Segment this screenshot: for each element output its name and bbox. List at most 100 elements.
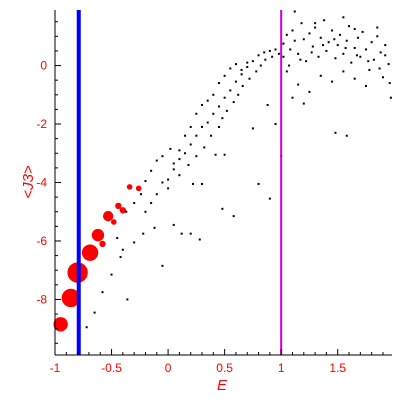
black-point-6	[133, 241, 136, 244]
black-point-40	[144, 210, 147, 213]
black-point-5	[126, 298, 129, 301]
black-point-80	[259, 64, 262, 67]
black-point-8	[153, 226, 156, 229]
black-point-70	[210, 134, 213, 137]
black-point-52	[212, 112, 215, 115]
black-point-138	[353, 77, 356, 80]
black-point-47	[184, 152, 187, 155]
black-point-71	[214, 153, 217, 156]
black-point-94	[289, 48, 292, 51]
black-point-127	[381, 76, 384, 79]
black-point-113	[342, 52, 345, 55]
black-point-56	[234, 80, 237, 83]
y-tick-label: -8	[36, 292, 47, 306]
black-point-23	[155, 159, 158, 162]
black-point-13	[198, 238, 201, 241]
black-point-58	[246, 66, 249, 69]
red-point-9	[119, 207, 127, 214]
black-point-99	[302, 38, 305, 41]
black-point-74	[225, 109, 228, 112]
y-tick-label: -6	[36, 234, 47, 248]
x-tick-label: -1	[50, 361, 61, 375]
black-point-117	[353, 47, 356, 50]
black-point-43	[161, 181, 164, 184]
black-point-149	[282, 55, 285, 58]
red-point-4	[91, 228, 105, 242]
black-point-29	[189, 125, 192, 128]
black-point-2	[101, 291, 104, 294]
black-point-131	[389, 96, 392, 99]
black-point-148	[353, 28, 356, 31]
red-point-1	[61, 288, 81, 308]
black-point-19	[133, 201, 136, 204]
black-point-104	[317, 55, 320, 58]
black-point-124	[372, 58, 375, 61]
black-point-41	[150, 201, 153, 204]
y-tick-label: 0	[40, 59, 47, 73]
black-point-14	[221, 207, 224, 210]
black-point-86	[251, 127, 254, 130]
black-point-156	[355, 54, 358, 57]
black-point-39	[246, 61, 249, 64]
x-tick-label: 1.5	[329, 361, 346, 375]
y-axis-title: <J3>	[20, 165, 37, 199]
black-point-111	[336, 44, 339, 47]
black-point-12	[189, 232, 192, 235]
black-point-72	[217, 125, 220, 128]
black-point-129	[387, 63, 390, 66]
black-point-122	[368, 68, 371, 71]
black-point-89	[268, 197, 271, 200]
black-point-145	[345, 134, 348, 137]
black-point-60	[257, 54, 260, 57]
axes-layer: -1 -0.5 0 0.5 1 1.5 -8 -6 -4 -2 0	[36, 10, 392, 375]
black-point-16	[116, 237, 119, 240]
black-point-38	[240, 68, 243, 71]
y-tick-label: -2	[36, 117, 47, 131]
black-point-144	[334, 131, 337, 134]
black-point-48	[189, 143, 192, 146]
black-point-57	[240, 73, 243, 76]
black-point-77	[241, 85, 244, 88]
black-point-53	[217, 105, 220, 108]
black-point-109	[331, 29, 334, 32]
black-point-105	[319, 36, 322, 39]
red-point-7	[111, 219, 117, 225]
black-point-32	[206, 99, 209, 102]
x-tick-label: 1	[278, 361, 285, 375]
black-point-65	[178, 174, 181, 177]
black-point-126	[379, 51, 382, 54]
red-point-3	[81, 244, 99, 261]
black-point-132	[285, 70, 288, 73]
black-point-147	[291, 96, 294, 99]
black-point-26	[172, 162, 175, 165]
black-point-128	[384, 44, 387, 47]
black-point-106	[323, 19, 326, 22]
black-point-37	[234, 63, 237, 66]
black-point-42	[155, 193, 158, 196]
y-tick-label: -4	[36, 176, 47, 190]
black-point-141	[314, 22, 317, 25]
black-point-51	[206, 121, 209, 124]
black-point-133	[297, 83, 300, 86]
black-point-75	[232, 101, 235, 104]
black-point-151	[299, 58, 302, 61]
black-point-88	[266, 104, 269, 107]
black-point-61	[263, 51, 266, 54]
black-point-150	[288, 64, 291, 67]
red-point-8	[115, 202, 122, 210]
data-layer	[53, 10, 392, 332]
black-point-85	[223, 153, 226, 156]
black-point-98	[300, 22, 303, 25]
black-point-62	[268, 49, 271, 52]
black-point-34	[217, 82, 220, 85]
black-point-64	[167, 187, 170, 190]
black-point-45	[172, 168, 175, 171]
black-point-101	[308, 32, 311, 35]
black-point-1	[93, 311, 96, 314]
black-point-36	[229, 67, 232, 70]
black-point-68	[195, 155, 198, 158]
black-point-96	[293, 39, 296, 42]
black-point-90	[274, 123, 277, 126]
